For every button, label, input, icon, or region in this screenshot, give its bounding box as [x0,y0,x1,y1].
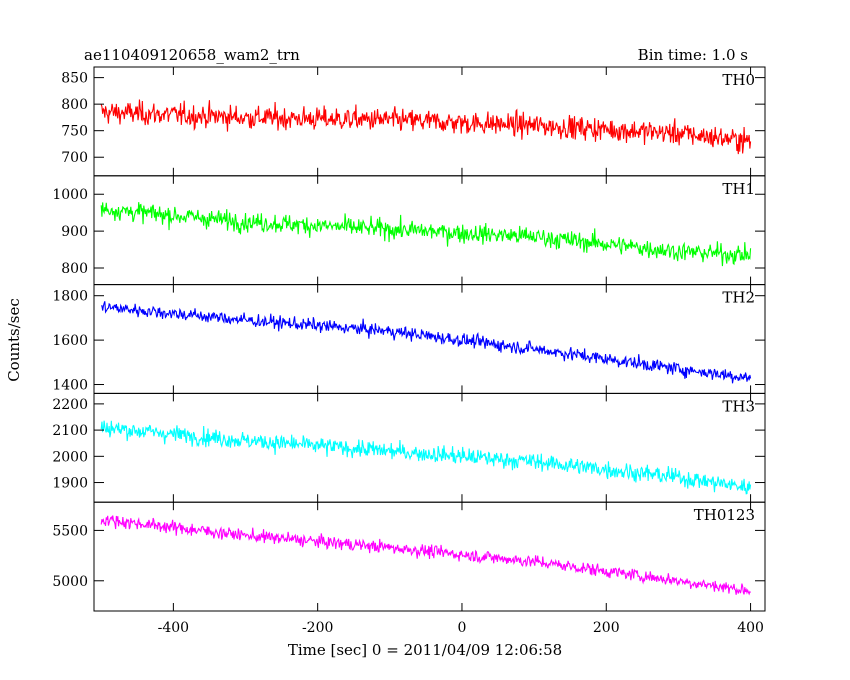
y-tick-label: 2000 [52,449,88,465]
panel-frame [93,501,766,612]
x-tick-label: 200 [593,620,620,636]
y-tick-label: 2100 [52,423,88,439]
series-line-th1 [100,202,752,267]
x-tick-label: -400 [158,620,189,636]
y-tick-label: 850 [61,71,88,87]
y-tick-label: 800 [61,97,88,113]
panel-label-th0: TH0 [722,71,755,89]
series-line-th2 [101,301,752,384]
series-line-th3 [100,420,752,495]
y-tick-label: 1600 [52,333,88,349]
y-tick-label: 5000 [52,574,88,590]
y-tick-label: 1800 [52,289,88,305]
y-axis-label: Counts/sec [5,298,23,382]
series-line-th0 [100,99,752,155]
panel-frame [93,392,766,503]
panel-frame [93,284,766,394]
y-tick-label: 1000 [52,187,88,203]
y-tick-label: 5500 [52,523,88,539]
bin-time-label: Bin time: 1.0 s [638,46,748,64]
x-tick-label: 400 [737,620,764,636]
panel-label-th1: TH1 [722,180,755,198]
y-tick-label: 900 [61,224,88,240]
y-tick-label: 700 [61,150,88,166]
panel-label-th2: TH2 [722,289,755,307]
panel-group: 700 750 800 850 TH0 800 900 1000 TH1 1400 1600 1800… [52,66,766,636]
series-line-th0123 [100,515,751,596]
chart-title: ae110409120658_wam2_trn [84,46,300,64]
y-tick-label: 800 [61,261,88,277]
panel-label-th0123: TH0123 [694,506,755,524]
y-tick-label: 2200 [52,397,88,413]
y-tick-label: 750 [61,124,88,140]
panel-label-th3: TH3 [722,397,755,415]
x-tick-label: -200 [302,620,333,636]
x-tick-label: 0 [458,620,467,636]
y-tick-label: 1400 [52,378,88,394]
y-tick-label: 1900 [52,476,88,492]
x-axis-label: Time [sec] 0 = 2011/04/09 12:06:58 [288,641,562,659]
